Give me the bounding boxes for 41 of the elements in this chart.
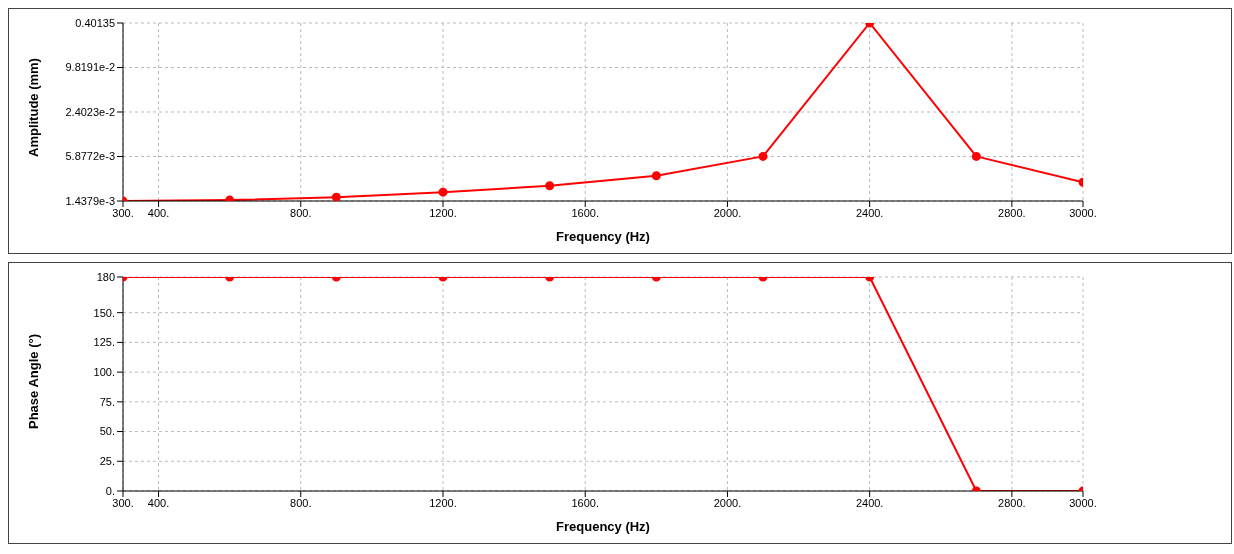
y-tick-label: 0. xyxy=(105,484,115,497)
x-tick-label: 400. xyxy=(147,206,170,219)
y-tick-label: 5.8772e-3 xyxy=(65,150,115,163)
x-tick-label: 300. xyxy=(112,206,134,219)
y-tick-label: 100. xyxy=(93,366,115,379)
y-tick-label: 150. xyxy=(93,306,115,319)
point xyxy=(438,187,448,197)
x-tick-label: 1600. xyxy=(571,496,599,509)
point xyxy=(971,151,981,161)
x-tick-label: 2000. xyxy=(713,496,742,509)
y-tick-label: 1.4379e-3 xyxy=(65,194,115,207)
y-tick-label: 180 xyxy=(96,270,115,283)
x-tick-label: 2800. xyxy=(998,496,1026,509)
y-tick-label: 50. xyxy=(99,425,115,438)
x-tick-label: 800. xyxy=(290,206,312,219)
x-tick-label: 400. xyxy=(147,496,170,509)
x-axis-title: Frequency (Hz) xyxy=(556,519,650,534)
x-tick-label: 2000. xyxy=(713,206,742,219)
x-tick-label: 1600. xyxy=(571,206,599,219)
x-tick-label: 2400. xyxy=(855,206,884,219)
y-tick-label: 125. xyxy=(93,336,115,349)
x-axis-title: Frequency (Hz) xyxy=(556,229,650,244)
x-tick-label: 300. xyxy=(112,496,134,509)
point xyxy=(651,171,661,181)
y-tick-label: 0.40135 xyxy=(75,16,115,29)
point xyxy=(545,181,555,191)
x-tick-label: 1200. xyxy=(429,206,457,219)
y-axis-title: Phase Angle (°) xyxy=(25,333,41,429)
y-tick-label: 2.4023e-2 xyxy=(65,105,115,118)
x-tick-label: 3000. xyxy=(1069,206,1097,219)
y-tick-label: 25. xyxy=(99,455,115,468)
x-tick-label: 2800. xyxy=(998,206,1026,219)
point xyxy=(331,192,341,201)
y-axis-title: Amplitude (mm) xyxy=(25,58,41,157)
y-tick-label: 9.8191e-2 xyxy=(65,61,115,74)
x-tick-label: 800. xyxy=(290,496,312,509)
x-tick-label: 3000. xyxy=(1069,496,1097,509)
y-tick-label: 75. xyxy=(99,395,115,408)
x-tick-label: 1200. xyxy=(429,496,457,509)
point xyxy=(758,151,768,161)
x-tick-label: 2400. xyxy=(855,496,884,509)
